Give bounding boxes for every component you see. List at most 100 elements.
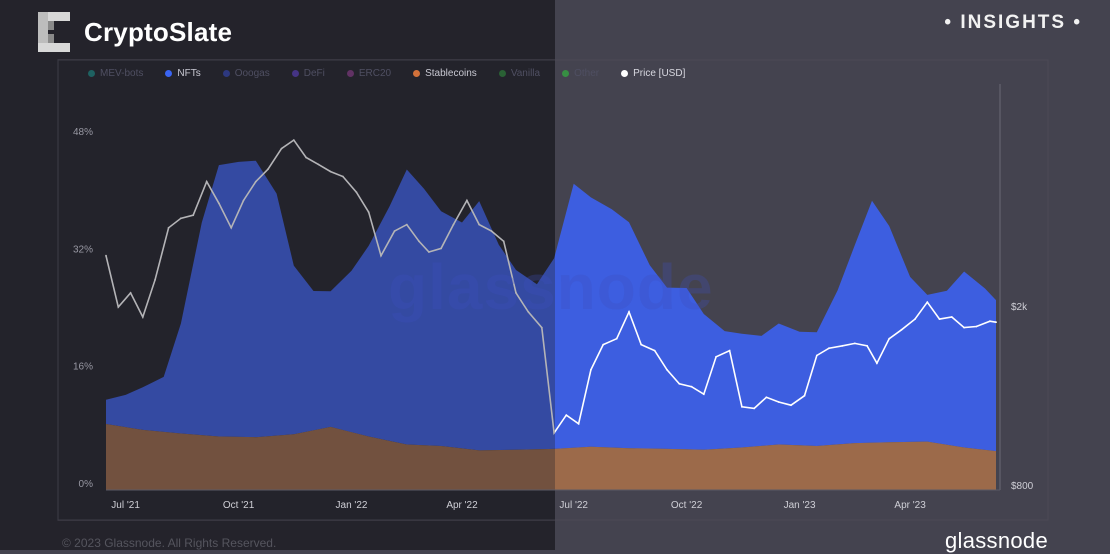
y-right-tick-label: $2k: [1011, 302, 1028, 313]
legend-label: Vanilla: [510, 68, 541, 79]
price-point: [329, 170, 332, 173]
legend-label: DeFi: [303, 68, 325, 79]
price-point: [841, 344, 844, 347]
price-point: [317, 163, 320, 166]
legend-item[interactable]: Price [USD]: [621, 68, 685, 79]
nfts-area: [106, 160, 996, 452]
price-point: [553, 432, 555, 434]
price-point: [938, 318, 941, 320]
price-point: [478, 223, 481, 226]
legend-item[interactable]: Stablecoins: [413, 68, 477, 79]
price-point: [888, 337, 891, 340]
legend-item[interactable]: Ooogas: [222, 68, 270, 79]
price-point: [393, 230, 396, 233]
watermark: glassnode: [388, 251, 714, 323]
price-point: [117, 306, 120, 308]
glassnode-logo: glassnode: [945, 528, 1048, 553]
y-left-tick-label: 16%: [73, 362, 93, 373]
price-point: [565, 414, 568, 416]
x-tick-label: Apr '23: [894, 500, 926, 511]
legend: MEV-bots NFTs Ooogas DeFi ERC20 Stablecoins Va…: [88, 68, 707, 79]
price-point: [678, 382, 681, 385]
price-point: [950, 316, 953, 318]
legend-swatch: [346, 70, 354, 77]
price-point: [527, 311, 530, 313]
price-point: [141, 316, 144, 318]
copyright-text: © 2023 Glassnode. All Rights Reserved.: [62, 536, 277, 550]
price-point: [192, 214, 195, 217]
price-point: [815, 354, 818, 357]
plot-frame: [57, 59, 1049, 521]
price-point: [180, 217, 182, 220]
price-point: [466, 199, 468, 202]
legend-item[interactable]: ERC20: [346, 68, 392, 79]
price-point: [628, 311, 630, 313]
legend-swatch: [562, 70, 570, 77]
price-point: [741, 405, 743, 408]
stablecoins-area: [106, 424, 996, 490]
price-point: [828, 347, 830, 350]
price-point: [753, 407, 756, 410]
left-dim-overlay: [0, 60, 555, 520]
price-point: [995, 321, 997, 324]
price-point: [790, 404, 792, 407]
price-point: [900, 328, 903, 331]
price-point: [975, 325, 978, 328]
y-left-tick-label: 0%: [79, 479, 94, 490]
price-point: [452, 223, 455, 226]
price-point: [355, 191, 358, 194]
price-point: [914, 318, 916, 320]
legend-label: NFTs: [177, 68, 201, 79]
y-left-tick-label: 32%: [73, 244, 93, 255]
x-tick-label: Jan '23: [784, 500, 816, 511]
legend-item[interactable]: Other: [562, 68, 599, 79]
price-point: [653, 349, 656, 352]
price-point: [242, 199, 245, 202]
price-point: [777, 401, 780, 403]
legend-item[interactable]: DeFi: [291, 68, 325, 79]
price-point: [853, 342, 856, 345]
legend-label: Other: [574, 68, 600, 79]
legend-label: ERC20: [358, 68, 392, 79]
y-left-tick-label: 48%: [73, 127, 93, 138]
price-point: [803, 394, 806, 397]
legend-swatch: [621, 70, 629, 77]
price-point: [926, 301, 929, 304]
legend-label: Stablecoins: [425, 68, 477, 79]
price-point: [590, 368, 592, 371]
price-point: [218, 202, 220, 205]
legend-swatch: [498, 70, 506, 77]
x-tick-label: Apr '22: [446, 500, 478, 511]
price-point: [342, 175, 344, 178]
price-point: [602, 343, 605, 346]
price-point: [230, 226, 233, 229]
price-point: [502, 240, 505, 243]
legend-swatch: [88, 70, 95, 77]
price-point: [728, 349, 731, 352]
legend-label: Price [USD]: [633, 68, 686, 79]
price-point: [154, 278, 157, 281]
price-point: [490, 230, 493, 233]
legend-item[interactable]: Vanilla: [498, 68, 541, 79]
price-point: [418, 240, 420, 243]
x-tick-label: Oct '21: [223, 500, 255, 511]
legend-label: MEV-bots: [100, 68, 144, 79]
insights-badge: • INSIGHTS •: [944, 12, 1082, 33]
legend-swatch: [291, 70, 299, 77]
price-point: [577, 422, 580, 425]
price-point: [280, 147, 283, 150]
cryptoslate-logo-icon: [38, 12, 70, 52]
legend-item[interactable]: NFTs: [165, 68, 201, 79]
x-tick-label: Oct '22: [671, 500, 703, 511]
legend-swatch: [413, 70, 421, 77]
price-point: [254, 180, 257, 183]
price-point: [989, 320, 991, 323]
price-point: [380, 254, 382, 257]
price-point: [267, 168, 269, 171]
y-right-tick-label: $800: [1011, 481, 1034, 492]
price-point: [765, 396, 768, 399]
legend-item[interactable]: MEV-bots: [88, 68, 143, 79]
brand-name: CryptoSlate: [84, 16, 233, 47]
legend-swatch: [222, 70, 230, 77]
price-point: [866, 344, 868, 347]
